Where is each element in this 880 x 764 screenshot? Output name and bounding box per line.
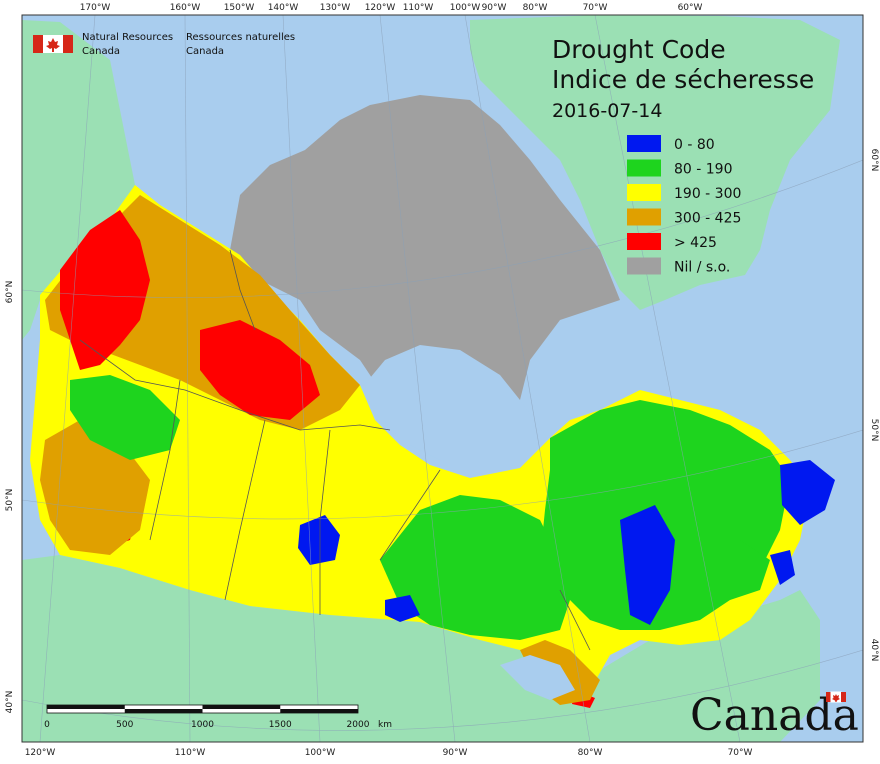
tick-top-11: 70°W xyxy=(583,3,608,13)
legend-label-3: 300 - 425 xyxy=(674,211,741,227)
zone-80-190-ontario xyxy=(380,495,570,640)
scale-label-0: 0 xyxy=(44,720,50,730)
zone-0-80-ontario xyxy=(385,595,420,622)
nrcan-signature: Natural Resources Canada Ressources natu… xyxy=(33,32,295,57)
legend-label-2: 190 - 300 xyxy=(674,186,741,202)
agency-fr-line1: Ressources naturelles xyxy=(186,32,295,43)
canada-flag-icon xyxy=(33,35,73,53)
alaska-landmass xyxy=(22,20,135,340)
tick-top-1: 170°W xyxy=(80,3,111,13)
tick-left-1: 60°N xyxy=(5,281,15,304)
great-lakes xyxy=(500,655,575,700)
tick-right-3: 40°N xyxy=(869,639,879,662)
tick-left-3: 40°N xyxy=(5,691,15,714)
left-latitude-ticks: 60°N 50°N 40°N xyxy=(5,281,15,714)
tick-bottom-5: 80°W xyxy=(578,748,603,758)
scale-bar: 0 500 1000 1500 2000 km xyxy=(44,704,392,730)
tick-bottom-3: 100°W xyxy=(305,748,336,758)
agency-en-line1: Natural Resources xyxy=(82,32,173,43)
legend-swatch-1 xyxy=(627,159,661,177)
zone-0-80-labrador xyxy=(780,460,835,525)
tick-bottom-6: 70°W xyxy=(728,748,753,758)
right-latitude-ticks: 60°N 50°N 40°N xyxy=(869,149,879,662)
legend-swatch-5 xyxy=(627,257,661,275)
tick-top-7: 110°W xyxy=(403,3,434,13)
province-borders xyxy=(79,249,591,651)
tick-top-5: 130°W xyxy=(320,3,351,13)
tick-right-1: 60°N xyxy=(869,149,879,172)
tick-bottom-1: 120°W xyxy=(25,748,56,758)
bottom-longitude-ticks: 120°W 110°W 100°W 90°W 80°W 70°W xyxy=(25,748,753,758)
title-en: Drought Code xyxy=(552,35,726,64)
legend-label-1: 80 - 190 xyxy=(674,162,733,178)
legend-swatch-3 xyxy=(627,208,661,226)
legend-label-5: Nil / s.o. xyxy=(674,260,730,276)
arctic-islands-nodata xyxy=(230,95,620,430)
tick-top-6: 120°W xyxy=(365,3,396,13)
tick-bottom-4: 90°W xyxy=(443,748,468,758)
tick-bottom-2: 110°W xyxy=(175,748,206,758)
tick-top-9: 90°W xyxy=(482,3,507,13)
tick-right-2: 50°N xyxy=(869,419,879,442)
zone-above-425-yukon xyxy=(60,210,150,370)
tick-top-2: 160°W xyxy=(170,3,201,13)
zone-80-190-maritimes xyxy=(700,540,770,600)
scale-label-1000: 1000 xyxy=(191,720,214,730)
legend-swatch-4 xyxy=(627,233,661,250)
tick-top-8: 100°W xyxy=(450,3,481,13)
zone-0-80-manitoba xyxy=(298,515,340,565)
graticule xyxy=(22,15,863,742)
legend-swatch-0 xyxy=(627,135,661,152)
top-longitude-ticks: 170°W 160°W 150°W 140°W 130°W 120°W 110°… xyxy=(80,3,703,13)
scale-label-2000: 2000 xyxy=(347,720,370,730)
legend: 0 - 80 80 - 190 190 - 300 300 - 425 > 425 Nil… xyxy=(627,135,741,276)
scale-unit: km xyxy=(378,720,392,730)
tick-top-4: 140°W xyxy=(268,3,299,13)
scale-label-500: 500 xyxy=(116,720,133,730)
zone-0-80-quebec xyxy=(620,505,675,625)
tick-top-3: 150°W xyxy=(224,3,255,13)
map-title: Drought Code Indice de sécheresse 2016-0… xyxy=(552,35,814,122)
map-date: 2016-07-14 xyxy=(552,100,662,122)
legend-swatch-2 xyxy=(627,184,661,201)
tick-left-2: 50°N xyxy=(5,489,15,512)
wordmark-flag-icon xyxy=(826,691,846,703)
canada-wordmark: Canada xyxy=(690,690,859,741)
hudson-bay xyxy=(360,345,545,470)
usa-landmass xyxy=(22,555,820,742)
legend-label-4: > 425 xyxy=(674,235,717,251)
tick-top-10: 80°W xyxy=(523,3,548,13)
legend-label-0: 0 - 80 xyxy=(674,137,715,153)
agency-fr-line2: Canada xyxy=(186,46,224,57)
title-fr: Indice de sécheresse xyxy=(552,65,814,94)
zone-0-80-newfoundland xyxy=(770,550,795,585)
map-frame-border xyxy=(21,14,864,743)
agency-en-line2: Canada xyxy=(82,46,120,57)
zone-above-425-nwt xyxy=(200,320,320,420)
scale-label-1500: 1500 xyxy=(269,720,292,730)
tick-top-12: 60°W xyxy=(678,3,703,13)
zone-80-190-prairies xyxy=(70,375,180,460)
